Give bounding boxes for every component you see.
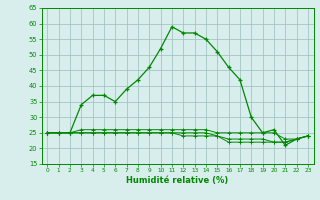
X-axis label: Humidité relative (%): Humidité relative (%): [126, 176, 229, 185]
